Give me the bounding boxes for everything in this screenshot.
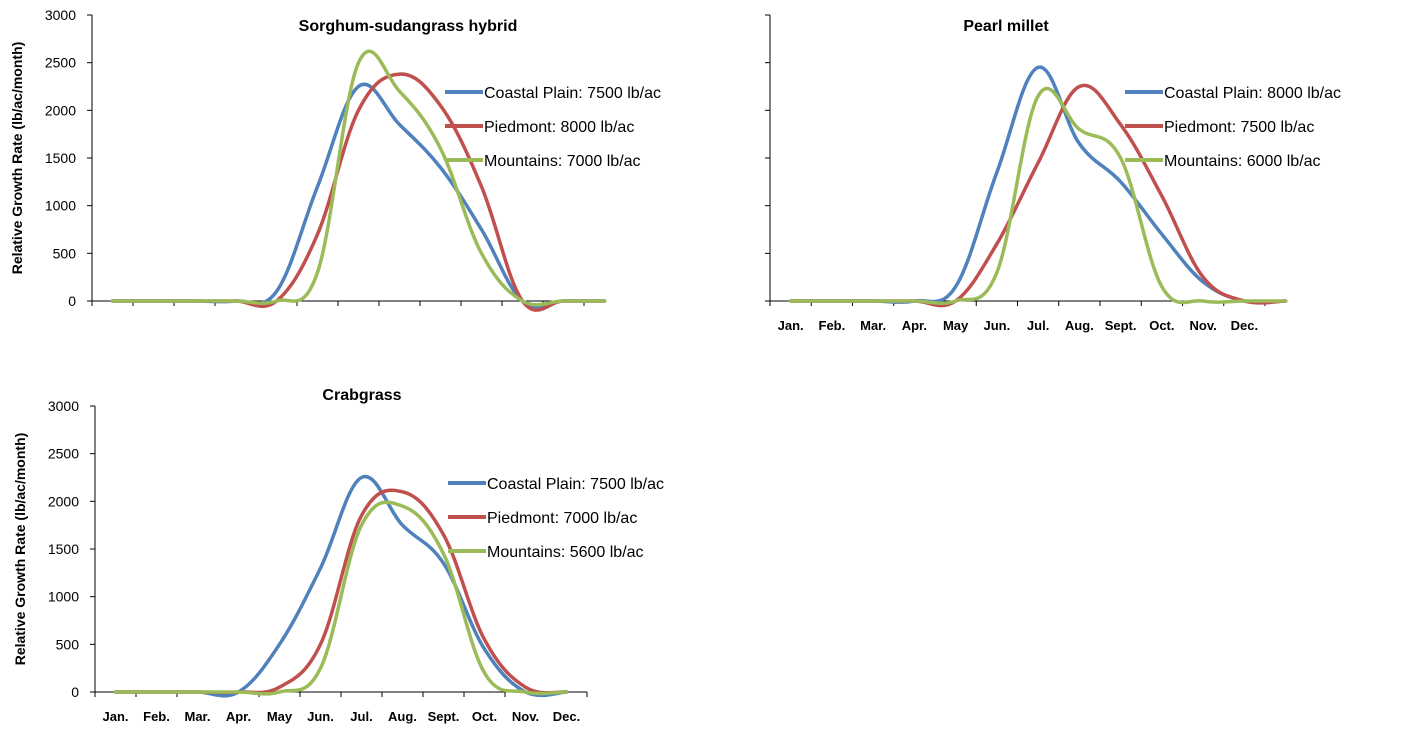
x-tick-label: Jun. [307,709,334,724]
x-tick-label: Sept. [1105,318,1137,333]
y-tick-label: 500 [53,245,77,261]
x-tick-label: Feb. [819,318,846,333]
legend-label: Coastal Plain: 7500 lb/ac [484,85,661,102]
x-tick-label: Nov. [1190,318,1217,333]
series-line-1 [788,65,1288,305]
series-line-3 [788,86,1288,305]
x-tick-label: Jan. [102,709,128,724]
series-line-3 [110,49,607,307]
legend-label: Piedmont: 7000 lb/ac [487,510,637,527]
legend-label: Piedmont: 8000 lb/ac [484,119,634,136]
series-line-3 [113,500,569,696]
y-axis-title: Relative Growth Rate (lb/ac/month) [12,433,28,666]
x-tick-label: Jul. [1027,318,1049,333]
series-line-1 [110,82,607,309]
legend-label: Piedmont: 7500 lb/ac [1164,119,1314,136]
legend-label: Mountains: 6000 lb/ac [1164,153,1321,170]
chart-title: Pearl millet [963,18,1049,35]
y-tick-label: 500 [56,636,80,652]
x-tick-label: Apr. [902,318,927,333]
legend-label: Coastal Plain: 7500 lb/ac [487,476,664,493]
series-line-2 [110,72,607,312]
x-tick-label: Oct. [1149,318,1174,333]
y-axis-title: Relative Growth Rate (lb/ac/month) [9,42,25,275]
chart-panel-2: Pearl millet Jan. Feb. Mar. Apr. May Jun. Jul. A… [765,14,1341,333]
chart-title: Crabgrass [322,387,401,404]
y-tick-label: 2000 [45,102,76,118]
x-tick-label: Dec. [553,709,580,724]
x-tick-label: Mar. [184,709,210,724]
y-tick-label: 1500 [45,150,76,166]
chart-title: Sorghum-sudangrass hybrid [299,18,518,35]
chart-panel-1: Sorghum-sudangrass hybrid 0 500 1000 1500 200… [9,7,661,312]
x-tick-label: Oct. [472,709,497,724]
x-tick-label: Aug. [1065,318,1094,333]
x-tick-label: Apr. [226,709,251,724]
y-tick-label: 1500 [48,541,79,557]
legend-label: Mountains: 7000 lb/ac [484,153,641,170]
x-tick-label: Jul. [350,709,372,724]
legend-label: Coastal Plain: 8000 lb/ac [1164,85,1341,102]
x-tick-label: Mar. [860,318,886,333]
y-tick-label: 0 [71,684,79,700]
y-tick-label: 2500 [45,55,76,71]
x-tick-label: Feb. [143,709,170,724]
x-tick-label: Sept. [428,709,460,724]
x-tick-label: Dec. [1231,318,1258,333]
y-tick-label: 1000 [48,589,79,605]
y-tick-label: 1000 [45,198,76,214]
x-tick-label: May [943,318,969,333]
x-tick-label: Jun. [984,318,1011,333]
y-tick-label: 3000 [45,7,76,23]
y-tick-label: 2000 [48,493,79,509]
x-tick-label: Aug. [388,709,417,724]
legend-label: Mountains: 5600 lb/ac [487,544,644,561]
x-tick-label: Jan. [778,318,804,333]
x-tick-label: Nov. [512,709,539,724]
chart-panel-3: Crabgrass 0 500 1000 1500 2000 2500 3000 Jan. Feb… [12,387,664,724]
y-tick-label: 2500 [48,446,79,462]
y-tick-label: 3000 [48,398,79,414]
x-tick-label: May [267,709,293,724]
y-tick-label: 0 [68,293,76,309]
